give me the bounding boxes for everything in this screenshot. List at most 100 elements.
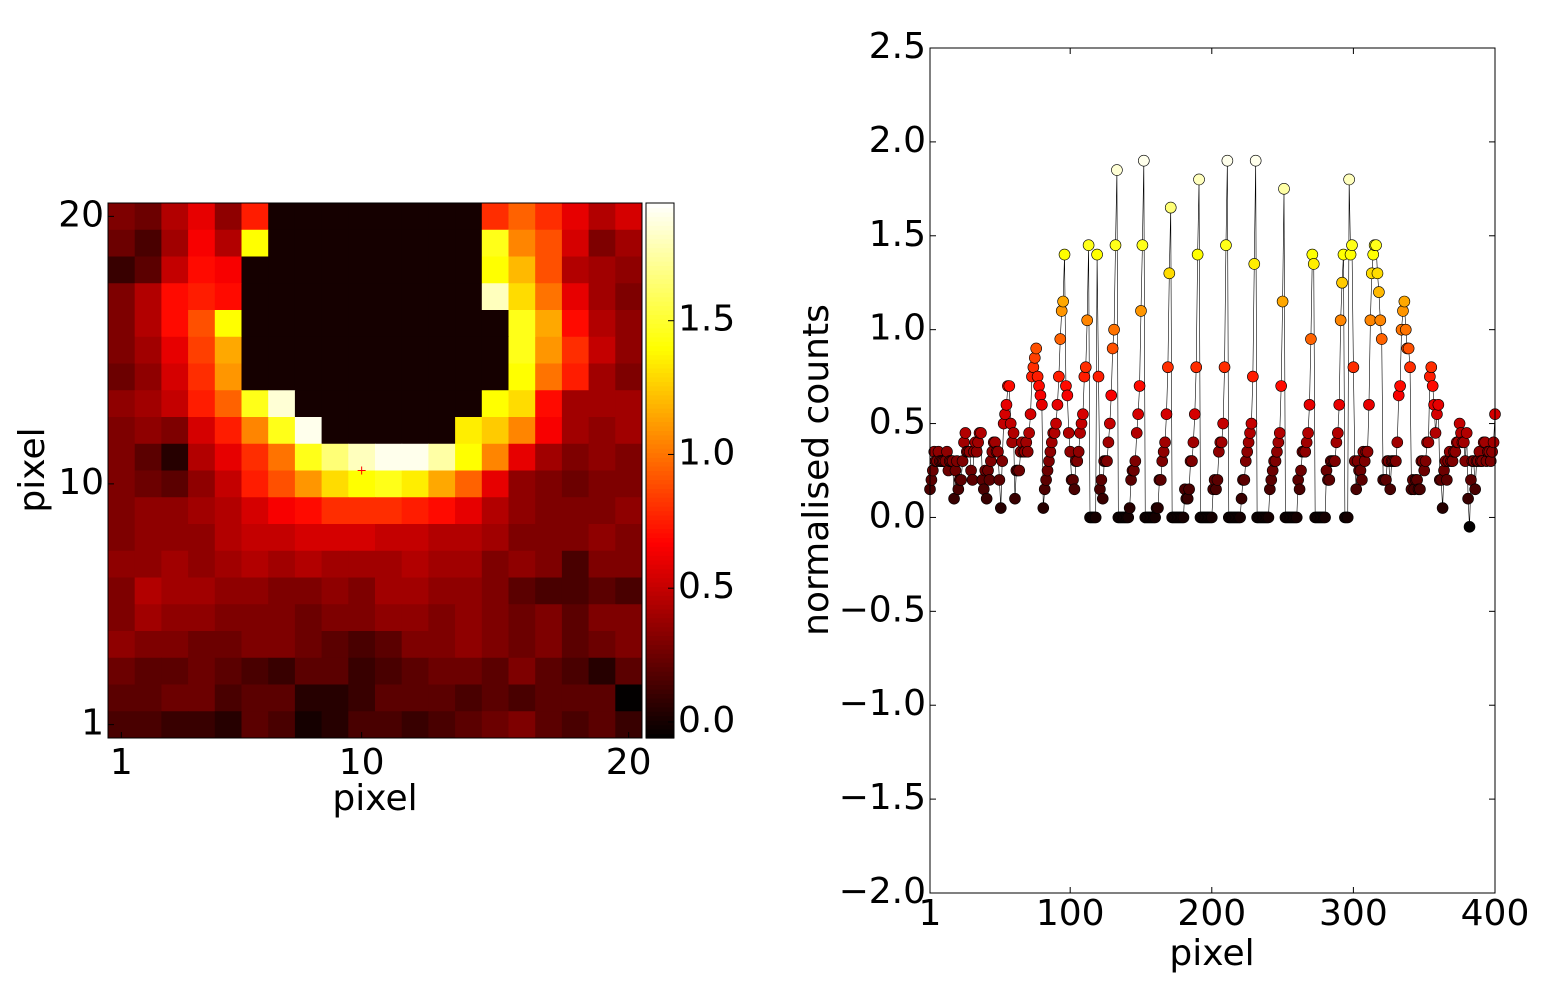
- heatmap-cell: [348, 363, 376, 391]
- colorbar-band: [646, 626, 674, 632]
- heatmap-cell: [375, 684, 403, 712]
- heatmap-cell: [268, 550, 296, 578]
- heatmap-cell: [375, 631, 403, 659]
- point: [1307, 258, 1320, 270]
- colorbar-band: [646, 390, 674, 396]
- heatmap-cell: [348, 657, 376, 685]
- colorbar-band: [646, 243, 674, 249]
- point: [1068, 483, 1081, 496]
- heatmap-cell: [134, 203, 162, 231]
- heatmap-cell: [294, 577, 323, 605]
- point: [1053, 370, 1065, 383]
- heatmap-cell: [294, 443, 323, 471]
- colorbar-band: [646, 515, 674, 521]
- heatmap-cell: [188, 657, 216, 685]
- point: [983, 474, 996, 486]
- colorbar-band: [646, 653, 674, 659]
- heatmap-cell: [134, 283, 162, 311]
- heatmap-cell: [161, 363, 189, 391]
- heatmap-cell: [134, 577, 162, 605]
- colorbar-band: [646, 702, 674, 708]
- heatmap-cell: [508, 390, 536, 418]
- colorbar-band: [646, 506, 674, 512]
- colorbar-band: [646, 720, 674, 726]
- heatmap-cell: [508, 310, 536, 338]
- point: [1390, 455, 1402, 467]
- heatmap-cell: [214, 550, 242, 578]
- colorbar-band: [646, 648, 674, 654]
- point: [1262, 511, 1275, 524]
- colorbar-band: [646, 256, 674, 262]
- colorbar-band: [646, 229, 674, 235]
- point: [1133, 380, 1146, 392]
- heatmap-cell: [241, 363, 269, 391]
- heatmap-cell: [268, 390, 296, 418]
- heatmap-cell: [508, 550, 536, 578]
- point: [1371, 267, 1384, 280]
- point: [1187, 436, 1200, 449]
- heatmap-cell: [241, 577, 269, 605]
- heatmap-cell: [455, 470, 483, 498]
- heatmap-cell: [134, 256, 162, 284]
- heatmap-cell: [241, 310, 269, 338]
- heatmap-cell: [375, 256, 403, 284]
- heatmap-cell: [321, 497, 349, 525]
- colorbar-band: [646, 399, 674, 405]
- heatmap-cell: [161, 390, 189, 418]
- heatmap-cell: [108, 631, 136, 659]
- heatmap-cell: [375, 363, 403, 391]
- colorbar-band: [646, 341, 674, 347]
- heatmap-cell: [348, 524, 376, 552]
- heatmap-cell: [348, 684, 376, 712]
- colorbar-band: [646, 425, 674, 431]
- point: [1364, 314, 1377, 327]
- heatmap-cell: [615, 524, 643, 552]
- heatmap-cell: [481, 283, 509, 311]
- point: [1000, 398, 1013, 411]
- colorbar-band: [646, 234, 674, 240]
- heatmap-cell: [241, 417, 269, 445]
- heatmap-cell: [134, 417, 162, 445]
- point: [1460, 427, 1473, 439]
- colorbar-band: [646, 693, 674, 699]
- heatmap-cell: [214, 711, 242, 739]
- heatmap-cell: [375, 497, 403, 525]
- point: [1422, 436, 1435, 449]
- colorbar-tick-label: 1.5: [678, 299, 735, 340]
- colorbar-band: [646, 381, 674, 387]
- heatmap-cell: [161, 631, 189, 659]
- point: [1275, 380, 1287, 392]
- point: [1332, 427, 1344, 439]
- heatmap-cell: [294, 524, 323, 552]
- point: [1077, 408, 1089, 420]
- point: [1293, 483, 1306, 496]
- heatmap-cell: [161, 256, 189, 284]
- heatmap-cell: [428, 604, 456, 632]
- heatmap-cell: [401, 711, 429, 739]
- heatmap-cell: [188, 524, 216, 552]
- point: [995, 502, 1007, 514]
- heatmap-cell: [321, 470, 349, 498]
- heatmap-cell: [561, 577, 590, 605]
- heatmap-cell: [455, 203, 483, 231]
- heatmap-cell: [108, 443, 136, 471]
- heatmap-cell: [481, 604, 509, 632]
- heatmap-cell: [375, 577, 403, 605]
- point: [1402, 342, 1415, 355]
- point: [1419, 455, 1432, 467]
- heatmap-cell: [375, 711, 403, 739]
- heatmap-cell: [615, 363, 643, 391]
- heatmap-cell: [134, 336, 162, 364]
- y-tick-label: −1.0: [839, 683, 926, 724]
- heatmap-cell: [188, 577, 216, 605]
- colorbar-band: [646, 430, 674, 436]
- heatmap-cell: [535, 443, 563, 471]
- heatmap-cell: [508, 524, 536, 552]
- point: [1346, 239, 1358, 251]
- point: [955, 474, 967, 486]
- colorbar-band: [646, 613, 674, 619]
- heatmap-cell: [561, 711, 590, 739]
- heatmap-cell: [615, 203, 643, 231]
- heatmap-cell: [401, 390, 429, 418]
- colorbar-band: [646, 327, 674, 333]
